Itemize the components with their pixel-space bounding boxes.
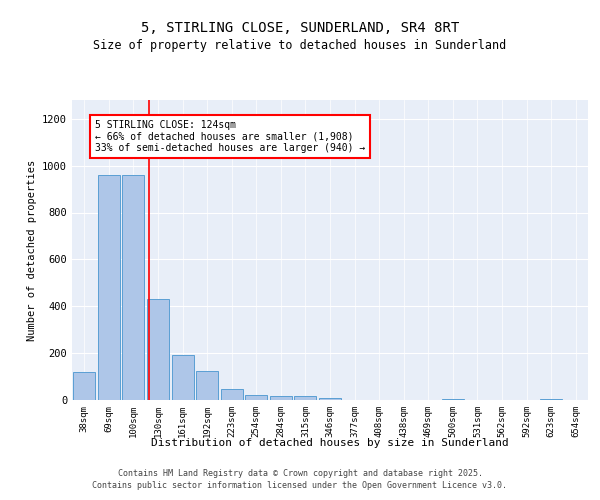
Text: Contains HM Land Registry data © Crown copyright and database right 2025.: Contains HM Land Registry data © Crown c… [118,470,482,478]
Bar [98,175,120,400]
Text: Size of property relative to detached houses in Sunderland: Size of property relative to detached ho… [94,38,506,52]
Bar [172,356,194,400]
Bar [442,399,464,400]
Text: 5 STIRLING CLOSE: 124sqm
← 66% of detached houses are smaller (1,908)
33% of sem: 5 STIRLING CLOSE: 124sqm ← 66% of detach… [95,120,365,153]
Bar [196,370,218,400]
Bar [147,299,169,400]
Bar [295,396,316,400]
Bar [270,396,292,400]
Bar [540,399,562,400]
Text: 5, STIRLING CLOSE, SUNDERLAND, SR4 8RT: 5, STIRLING CLOSE, SUNDERLAND, SR4 8RT [141,20,459,34]
Bar [221,390,243,400]
Bar [122,176,145,400]
Bar [319,398,341,400]
Bar [245,396,268,400]
Text: Contains public sector information licensed under the Open Government Licence v3: Contains public sector information licen… [92,482,508,490]
Text: Distribution of detached houses by size in Sunderland: Distribution of detached houses by size … [151,438,509,448]
Bar [73,372,95,400]
Y-axis label: Number of detached properties: Number of detached properties [26,160,37,340]
